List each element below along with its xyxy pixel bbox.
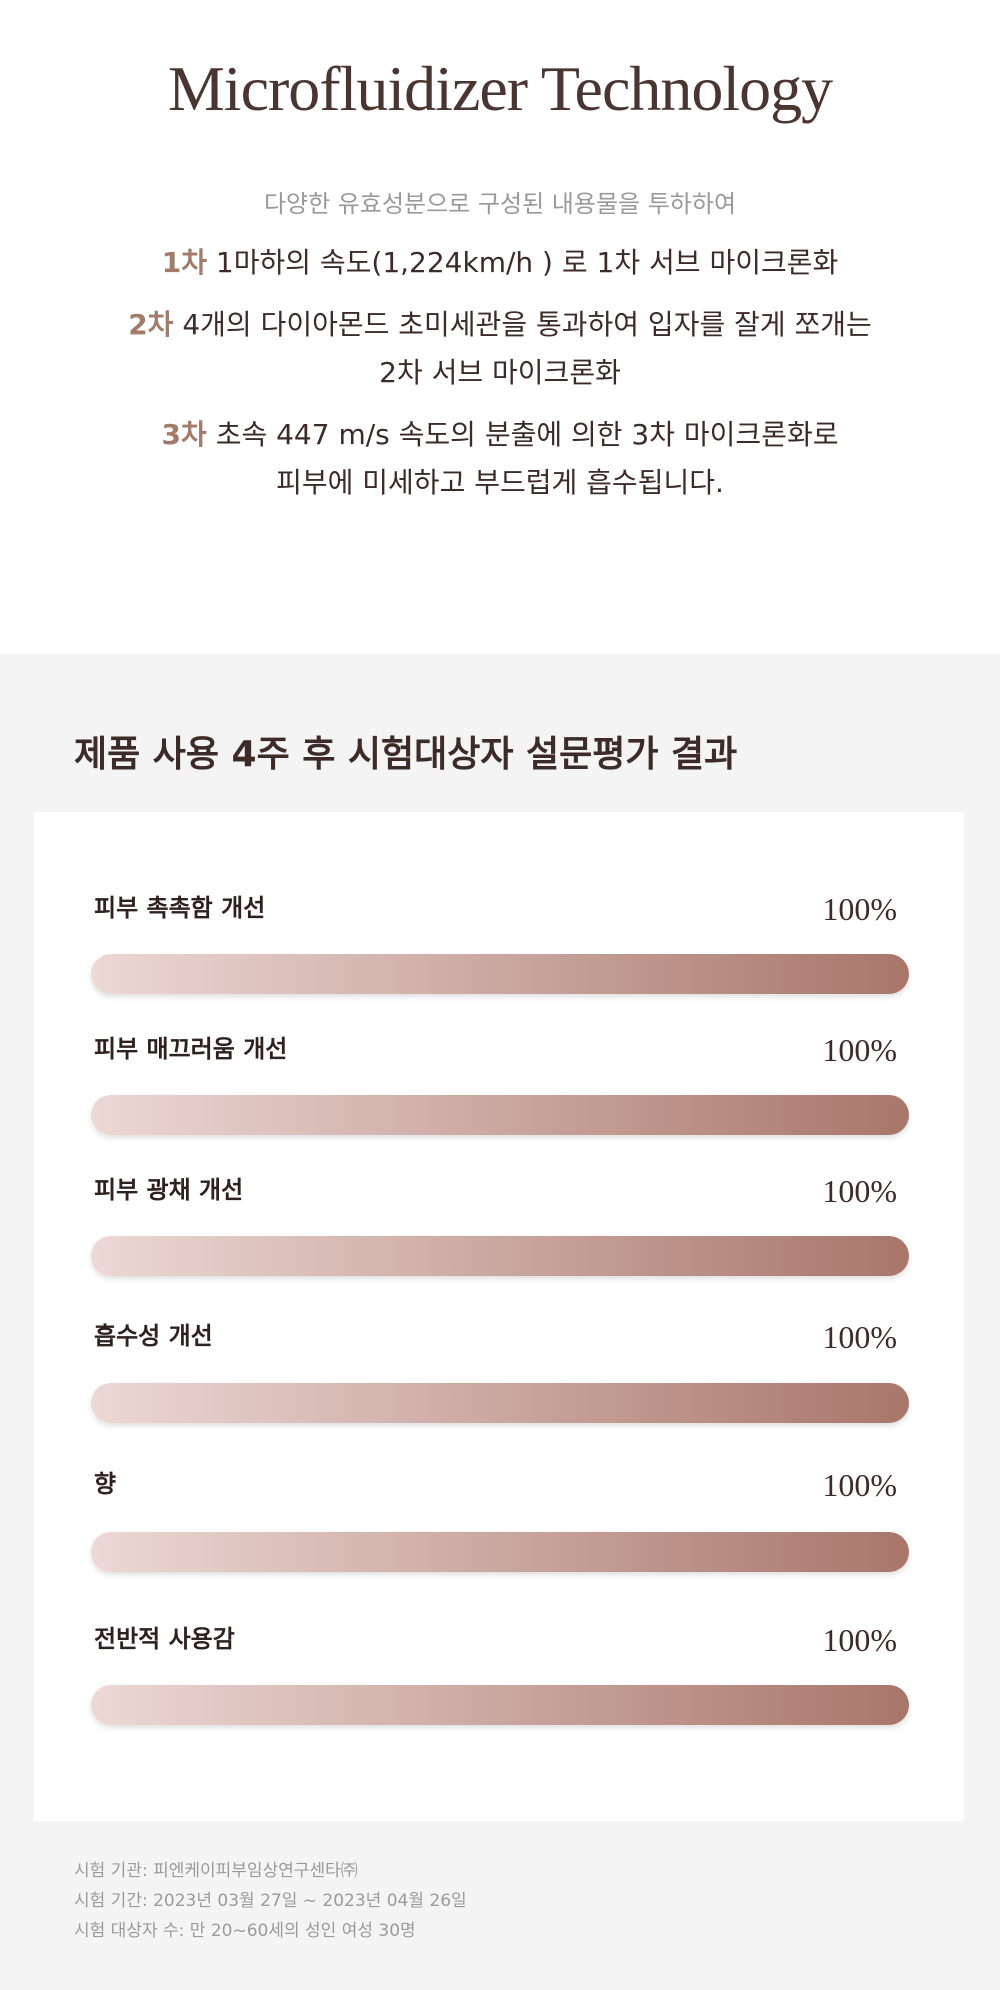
step-line: 2차 서브 마이크론화 (0, 349, 1000, 397)
value-label: 100% (822, 1173, 897, 1209)
step-label: 2차 (128, 308, 174, 341)
category-label: 피부 광채 개선 (94, 1176, 243, 1204)
step-line: 3차 초속 447 m/s 속도의 분출에 의한 3차 마이크론화로 (0, 411, 1000, 459)
category-label: 전반적 사용감 (94, 1625, 235, 1653)
step-line: 1차 1마하의 속도(1,224km/h ) 로 1차 서브 마이크론화 (0, 239, 1000, 287)
bar (91, 1685, 909, 1725)
page-title: Microfluidizer Technology (167, 53, 833, 124)
bar (91, 954, 909, 994)
step-text: 피부에 미세하고 부드럽게 흡수됩니다. (276, 466, 724, 499)
step-text: 초속 447 m/s 속도의 분출에 의한 3차 마이크론화로 (215, 418, 839, 451)
category-label: 향 (94, 1470, 116, 1498)
step-line: 2차 4개의 다이아몬드 초미세관을 통과하여 입자를 잘게 쪼개는 (0, 301, 1000, 349)
step-text: 1마하의 속도(1,224km/h ) 로 1차 서브 마이크론화 (215, 246, 839, 279)
intro: 다양한 유효성분으로 구성된 내용물을 투하하여 1차 1마하의 속도(1,224… (0, 184, 1000, 521)
step-text: 2차 서브 마이크론화 (379, 356, 621, 389)
bar (91, 1095, 909, 1135)
category-label: 흡수성 개선 (94, 1322, 213, 1350)
category-label: 피부 촉촉함 개선 (94, 894, 265, 922)
category-label: 피부 매끄러움 개선 (94, 1035, 287, 1063)
footnotes: 시험 기관: 피엔케이피부임상연구센타㈜ 시험 기간: 2023년 03월 27일… (74, 1856, 467, 1946)
footnote: 시험 기간: 2023년 03월 27일 ~ 2023년 04월 26일 (74, 1891, 467, 1911)
intro-lead: 다양한 유효성분으로 구성된 내용물을 투하하여 (263, 190, 737, 218)
chart-title: 제품 사용 4주 후 시험대상자 설문평가 결과 (74, 734, 738, 775)
step-text: 4개의 다이아몬드 초미세관을 통과하여 입자를 잘게 쪼개는 (182, 308, 872, 341)
step-label: 1차 (161, 246, 207, 279)
bar (91, 1532, 909, 1572)
bar (91, 1383, 909, 1423)
value-label: 100% (822, 1622, 897, 1658)
step-line: 피부에 미세하고 부드럽게 흡수됩니다. (0, 459, 1000, 507)
footnote: 시험 대상자 수: 만 20~60세의 성인 여성 30명 (74, 1921, 416, 1941)
bar (91, 1236, 909, 1276)
intro-step: 2차 4개의 다이아몬드 초미세관을 통과하여 입자를 잘게 쪼개는 2차 서브 … (0, 301, 1000, 397)
value-label: 100% (822, 1319, 897, 1355)
intro-step: 1차 1마하의 속도(1,224km/h ) 로 1차 서브 마이크론화 (0, 239, 1000, 287)
value-label: 100% (822, 1032, 897, 1068)
step-label: 3차 (161, 418, 207, 451)
value-label: 100% (822, 1467, 897, 1503)
value-label: 100% (822, 891, 897, 927)
footnote: 시험 기관: 피엔케이피부임상연구센타㈜ (74, 1861, 358, 1881)
